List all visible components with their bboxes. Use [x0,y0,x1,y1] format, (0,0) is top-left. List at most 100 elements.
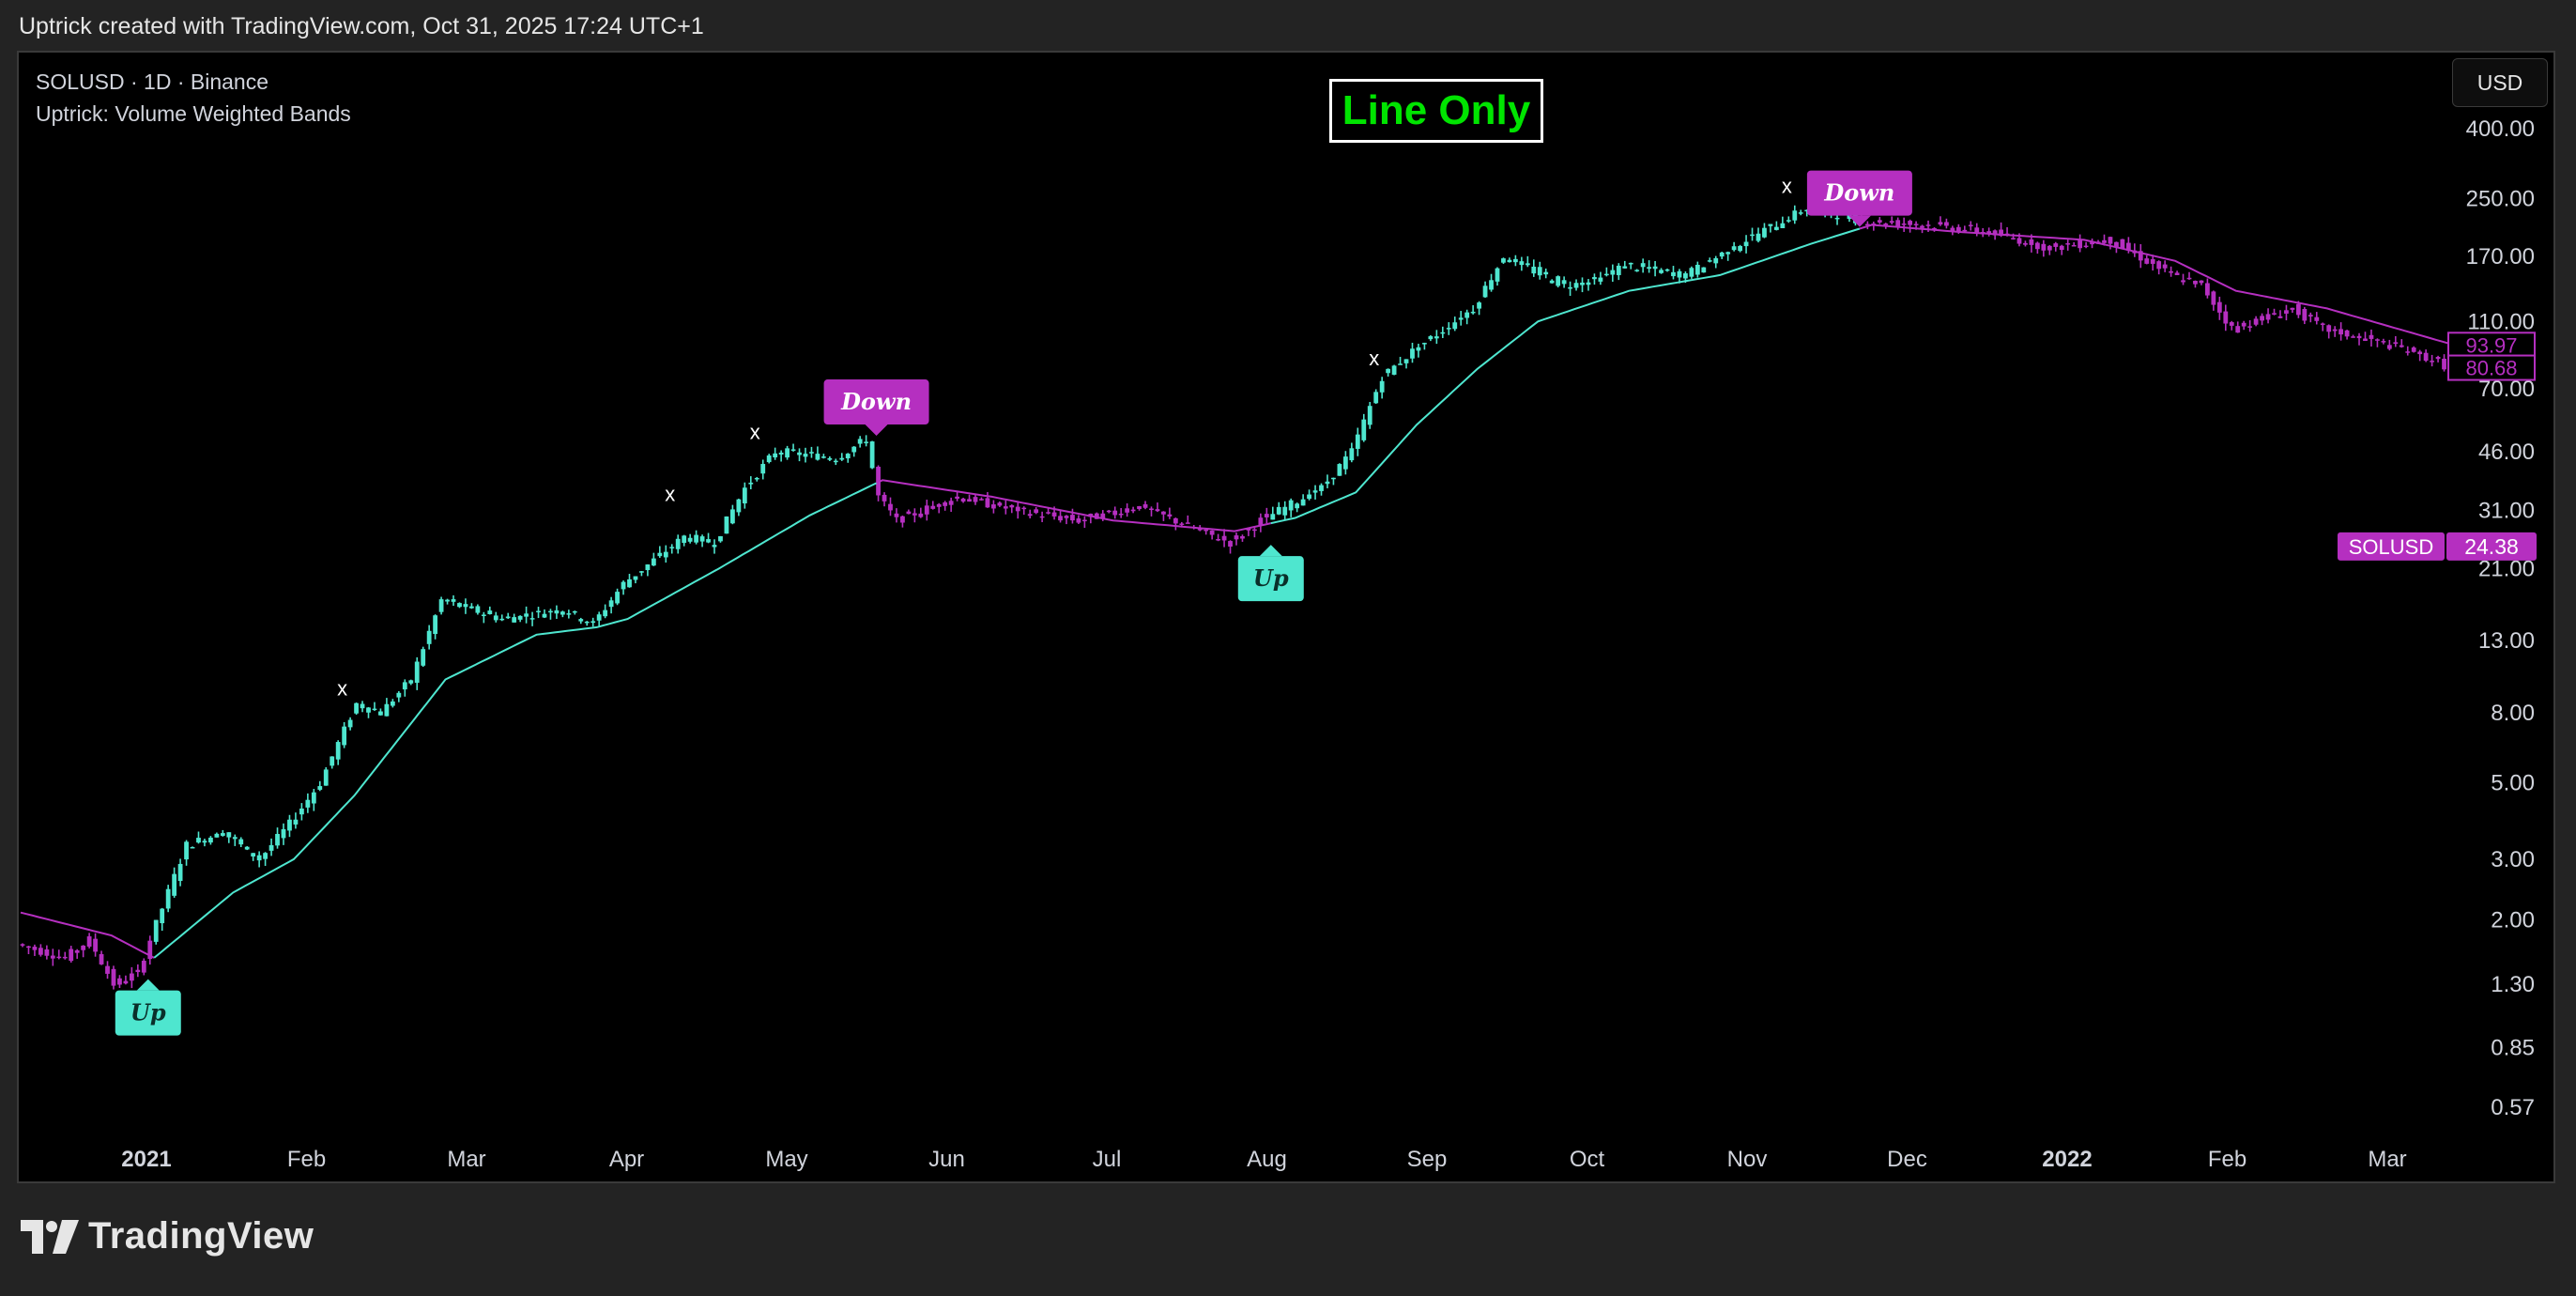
candle-body [906,511,912,515]
candle [924,500,929,521]
y-tick-label: 400.00 [2466,116,2535,142]
chart-canvas[interactable]: 2021 Feb Mar Apr May Jun Jul Aug Sep Oct Nov Dec 202… [19,53,2555,1183]
candle-body [1295,503,1300,509]
candle-body [857,439,863,444]
candle-body [1556,276,1561,286]
candle-body [1367,406,1372,425]
candle [1603,267,1609,277]
chart-area[interactable]: 2021 Feb Mar Apr May Jun Jul Aug Sep Oct Nov Dec 202… [17,51,2555,1183]
candle [1580,277,1585,293]
candle-body [275,834,280,846]
candle [888,497,893,517]
candle [2344,330,2350,340]
candle [408,679,414,686]
candle [857,436,863,448]
candle-body [1664,269,1670,271]
candle [1367,401,1372,429]
candle [493,611,498,623]
candle-body [790,449,796,451]
candle-body [481,614,486,617]
candle [1568,281,1572,297]
candle-body [1046,512,1050,514]
candle [2071,241,2077,247]
x-tick-label: Jul [1093,1147,1122,1172]
y-tick-label: 5.00 [2491,771,2535,796]
symbol-info: SOLUSD · 1D · Binance [36,69,268,94]
price-badge-value-box [2446,532,2537,561]
candle [177,858,183,887]
candle [74,949,80,959]
candle [1228,540,1233,554]
candle-body [742,487,747,504]
candle [1058,509,1063,523]
exit-marker: x [337,676,347,700]
candle-body [1197,529,1203,531]
candle-body [463,604,468,608]
candle [1081,516,1087,529]
candle [2174,270,2180,275]
candle-body [1659,270,1664,273]
candle-body [372,708,377,711]
candle [69,946,74,963]
candle [536,607,541,619]
candle-body [529,618,535,620]
candle-body [1999,229,2003,237]
candle-body [1355,434,1360,449]
candle [2435,355,2441,363]
candle-body [1537,267,1542,276]
currency-button[interactable]: USD [2452,58,2548,107]
candle [2211,290,2216,311]
candle [1331,477,1336,486]
candle-body [1258,517,1264,526]
candle [2150,255,2155,271]
candle [323,766,329,786]
candle-body [2272,313,2277,315]
candle-body [2430,361,2435,363]
candle [1027,509,1033,519]
candle-body [973,497,978,502]
candle-body [220,833,225,836]
candle [317,780,323,792]
candle-body [1373,392,1379,404]
candle [1464,309,1470,325]
candle-body [1106,510,1112,513]
candle-body [760,464,766,474]
candle-body [177,863,183,882]
candle-body [1034,509,1039,514]
candle-body [330,756,335,766]
candle [311,789,316,811]
candle [1549,279,1555,284]
candle [833,458,838,466]
candle-body [2344,330,2350,337]
candle [1531,259,1537,277]
candle-body [2199,280,2204,284]
candle [1598,271,1603,285]
y-tick-label: 110.00 [2467,309,2535,334]
candle [2351,334,2355,338]
candle-body [2223,311,2229,324]
candle [1118,507,1124,518]
candle-body [1452,322,1458,330]
candle-body [851,446,857,453]
price-badge-value: 24.38 [2464,534,2519,559]
tradingview-logo[interactable]: TradingView [21,1215,314,1257]
candle-body [2047,245,2052,251]
candle [32,944,38,956]
candle-body [2411,347,2416,352]
candle-body [1076,518,1081,523]
candle [330,756,335,769]
candle [1944,218,1949,229]
y-tick-label: 3.00 [2491,847,2535,872]
band-line [153,482,878,959]
candle-body [1051,512,1057,517]
candle-body [924,505,929,515]
candle [997,501,1003,507]
candle-body [2034,242,2040,250]
candle-body [2114,241,2119,247]
candle-body [718,536,723,542]
candle-body [2156,261,2162,270]
candle-body [554,609,560,614]
candle [93,933,98,957]
candle [1458,311,1464,326]
candle [335,740,341,765]
